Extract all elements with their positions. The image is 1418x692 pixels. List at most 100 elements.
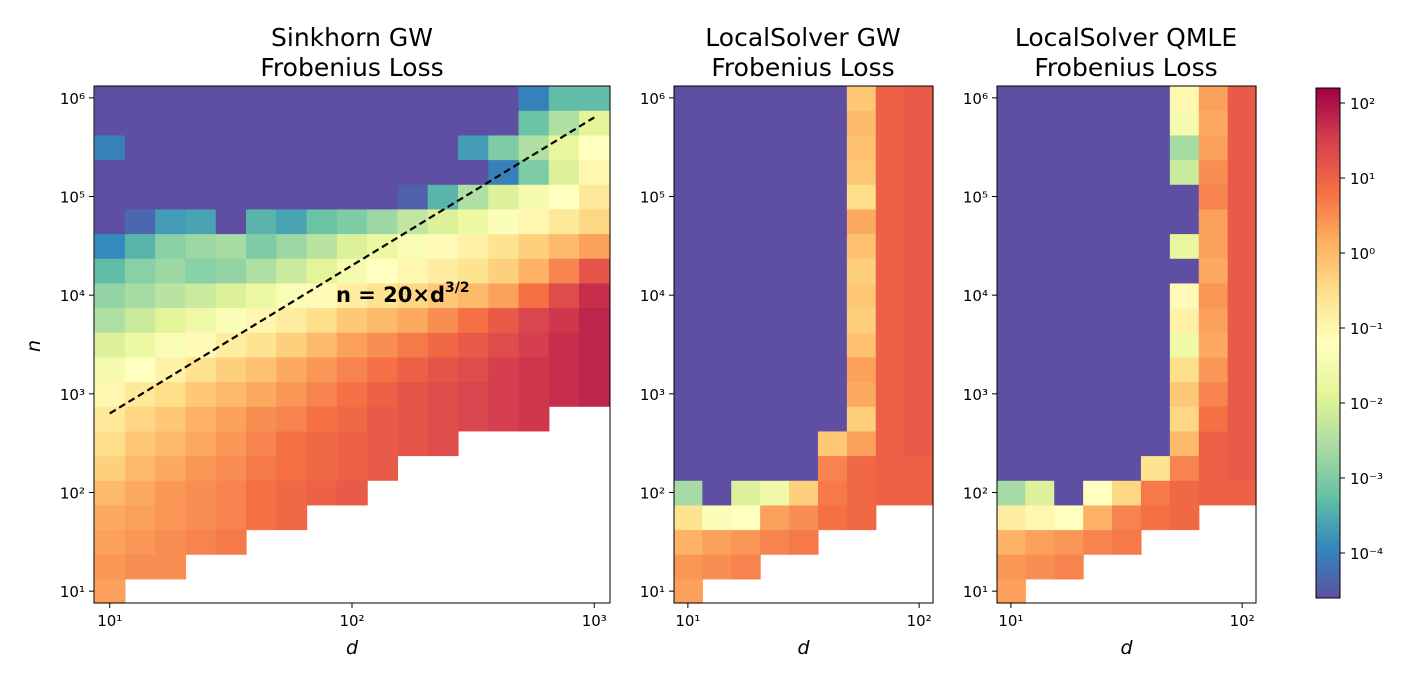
colorbar-tick-label: 10⁰: [1350, 245, 1375, 263]
heatmap-cell: [548, 381, 580, 407]
heatmap-cell: [997, 307, 1026, 333]
colorbar-tick-label: 10²: [1350, 95, 1375, 113]
heatmap-cell: [185, 307, 217, 333]
heatmap-cell: [760, 258, 790, 284]
heatmap-cell: [306, 134, 338, 161]
heatmap-cell: [306, 406, 338, 432]
heatmap-cell: [155, 430, 187, 457]
heatmap-cell: [760, 134, 790, 161]
heatmap-cell: [817, 381, 848, 407]
heatmap-cell: [1198, 332, 1229, 358]
heatmap-cell: [579, 233, 610, 259]
heatmap-cell: [1112, 159, 1142, 185]
heatmap-cell: [246, 480, 277, 506]
heatmap-cell: [1025, 332, 1055, 358]
heatmap-cell: [760, 208, 790, 235]
heatmap-cell: [1169, 134, 1200, 161]
heatmap-cell: [1227, 455, 1257, 481]
x-tick-label: 10³: [582, 612, 607, 630]
heatmap-cell: [185, 381, 217, 407]
colorbar-tick-label: 10⁻³: [1350, 470, 1383, 488]
heatmap-cell: [518, 356, 550, 383]
colorbar-gradient: [1316, 88, 1340, 598]
y-tick-label: 10³: [640, 386, 665, 404]
heatmap-cell: [1227, 86, 1257, 111]
heatmap-cell: [1227, 208, 1257, 235]
heatmap-cell: [789, 184, 819, 210]
heatmap-cell: [488, 134, 520, 161]
heatmap-cell: [215, 233, 247, 259]
x-tick-label: 10²: [1230, 612, 1255, 630]
heatmap-cell: [306, 381, 338, 407]
heatmap-cell: [427, 332, 459, 358]
heatmap-cell: [1025, 110, 1055, 136]
y-tick-label: 10²: [963, 484, 988, 502]
heatmap-cell: [1169, 504, 1200, 531]
heatmap-cell: [427, 86, 459, 111]
heatmap-cell: [1025, 430, 1055, 457]
heatmap-cell: [846, 480, 877, 506]
heatmap-cell: [817, 159, 848, 185]
heatmap-cell: [904, 134, 934, 161]
heatmap-cell: [731, 282, 761, 309]
heatmap-cell: [731, 356, 761, 383]
heatmap-cell: [518, 381, 550, 407]
heatmap-cell: [548, 110, 580, 136]
heatmap-cell: [185, 480, 217, 506]
heatmap-cell: [1140, 134, 1171, 161]
heatmap-cell: [94, 332, 126, 358]
heatmap-cell: [185, 282, 217, 309]
heatmap-cell: [94, 455, 126, 481]
heatmap-cell: [367, 406, 399, 432]
heatmap-cell: [215, 86, 247, 111]
heatmap-cell: [155, 455, 187, 481]
heatmap-cell: [997, 554, 1026, 580]
heatmap-cell: [246, 208, 277, 235]
heatmap-cell: [702, 430, 732, 457]
heatmap-cell: [457, 258, 489, 284]
heatmap-cell: [817, 356, 848, 383]
heatmap-cell: [760, 529, 790, 555]
heatmap-cell: [789, 233, 819, 259]
heatmap-cell: [817, 455, 848, 481]
heatmap-cell: [336, 110, 368, 136]
heatmap-cell: [1083, 110, 1113, 136]
heatmap-cell: [875, 134, 906, 161]
heatmap-cell: [215, 282, 247, 309]
y-axis-label: n: [23, 340, 45, 352]
heatmap-cell: [702, 86, 732, 111]
axes-frame: [996, 85, 1257, 604]
heatmap-cell: [246, 332, 277, 358]
heatmap-cell: [1025, 504, 1055, 531]
heatmap-cell: [875, 233, 906, 259]
heatmap-cell: [215, 159, 247, 185]
heatmap-cell: [731, 430, 761, 457]
heatmap-cell: [457, 233, 489, 259]
heatmap-cell: [306, 430, 338, 457]
heatmap-cell: [488, 356, 520, 383]
heatmap-cell: [397, 307, 429, 333]
y-tick-label: 10³: [60, 386, 85, 404]
heatmap-cell: [702, 282, 732, 309]
heatmap-cell: [789, 282, 819, 309]
heatmap-cell: [276, 307, 308, 333]
heatmap-cell: [1198, 282, 1229, 309]
heatmap-cell: [579, 86, 610, 111]
y-tick-label: 10³: [963, 386, 988, 404]
heatmap-cell: [1025, 86, 1055, 111]
heatmap-cell: [397, 159, 429, 185]
heatmap-cell: [548, 307, 580, 333]
heatmap-cell: [579, 258, 610, 284]
heatmap-cell: [94, 233, 126, 259]
heatmap-cell: [760, 282, 790, 309]
heatmap-cell: [336, 381, 368, 407]
heatmap-cell: [215, 455, 247, 481]
heatmap-cell: [760, 159, 790, 185]
heatmap-cell: [367, 455, 399, 481]
heatmap-cell: [904, 332, 934, 358]
heatmap-cell: [817, 307, 848, 333]
heatmap-cell: [789, 258, 819, 284]
heatmap-cell: [367, 282, 399, 309]
heatmap-cell: [846, 208, 877, 235]
heatmap-cell: [760, 356, 790, 383]
